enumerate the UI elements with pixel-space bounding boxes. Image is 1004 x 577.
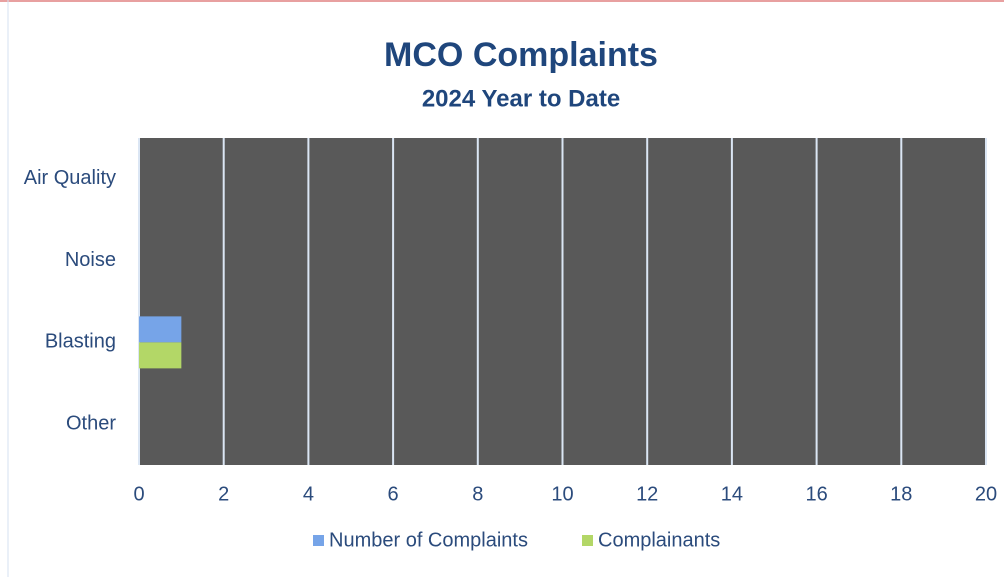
legend-label: Number of Complaints — [329, 529, 528, 551]
y-tick-label: Other — [66, 412, 116, 434]
legend-swatch — [582, 535, 593, 546]
x-tick-label: 8 — [472, 483, 483, 505]
x-tick-label: 14 — [721, 483, 743, 505]
x-tick-label: 2 — [218, 483, 229, 505]
x-tick-label: 10 — [551, 483, 573, 505]
x-tick-label: 6 — [388, 483, 399, 505]
x-tick-label: 20 — [975, 483, 997, 505]
x-tick-label: 16 — [805, 483, 827, 505]
y-tick-label: Blasting — [45, 331, 116, 353]
x-tick-label: 0 — [133, 483, 144, 505]
x-tick-label: 12 — [636, 483, 658, 505]
bar — [139, 342, 182, 369]
chart-title: MCO Complaints — [384, 36, 658, 74]
chart-subtitle: 2024 Year to Date — [422, 85, 620, 112]
x-tick-label: 18 — [890, 483, 912, 505]
legend-swatch — [313, 535, 324, 546]
x-tick-label: 4 — [303, 483, 314, 505]
y-tick-label: Air Quality — [24, 167, 116, 189]
legend-label: Complainants — [598, 529, 720, 551]
y-tick-label: Noise — [65, 249, 116, 271]
bar — [139, 316, 182, 343]
